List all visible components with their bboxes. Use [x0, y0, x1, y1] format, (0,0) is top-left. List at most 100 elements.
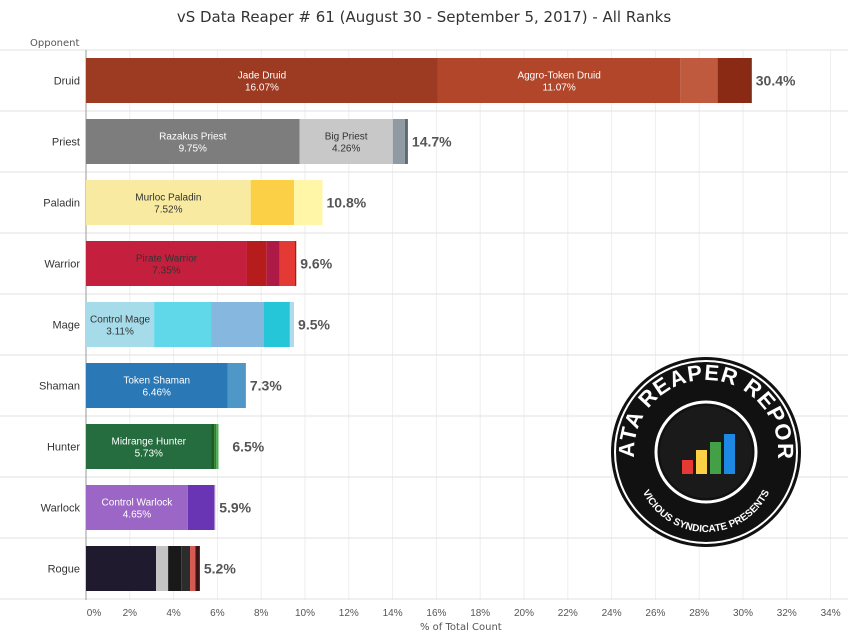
bar-segment — [168, 546, 182, 591]
bar-total-label: 6.5% — [232, 439, 264, 455]
bar-segment — [279, 241, 296, 286]
segment-name-label: Token Shaman — [123, 376, 190, 387]
x-tick-label: 6% — [210, 608, 225, 619]
segment-value-label: 11.07% — [543, 83, 576, 94]
bar-total-label: 30.4% — [756, 73, 796, 89]
watermark-ring-inner — [654, 400, 758, 504]
bar-segment — [680, 58, 718, 103]
bar-segment — [86, 119, 300, 164]
x-tick-label: 14% — [383, 608, 403, 619]
segment-name-label: Aggro-Token Druid — [517, 71, 600, 82]
category-label: Mage — [52, 320, 80, 332]
bar-segment — [266, 241, 280, 286]
bar-segment — [86, 302, 155, 347]
bar-segment — [750, 58, 752, 103]
bar-segment — [211, 424, 215, 469]
x-tick-label: 8% — [254, 608, 269, 619]
segment-name-label: Midrange Hunter — [112, 437, 187, 448]
bar-segment — [437, 58, 681, 103]
bar-segment — [227, 363, 246, 408]
category-label: Warlock — [41, 503, 81, 515]
bar-segment — [246, 241, 267, 286]
bar-segment — [263, 302, 290, 347]
x-tick-label: 34% — [821, 608, 841, 619]
bar-total-label: 5.9% — [219, 500, 251, 516]
bar-segment — [190, 546, 196, 591]
bar-segment — [86, 58, 438, 103]
bar-total-label: 5.2% — [204, 561, 236, 577]
x-tick-label: 10% — [295, 608, 315, 619]
segment-value-label: 7.52% — [154, 205, 182, 216]
bar-segment — [211, 302, 264, 347]
segment-name-label: Pirate Warrior — [136, 254, 198, 265]
bar-segment — [86, 241, 247, 286]
bar-total-label: 7.3% — [250, 378, 282, 394]
category-label: Rogue — [48, 564, 80, 576]
bar-segment — [717, 58, 751, 103]
category-label: Warrior — [44, 259, 80, 271]
category-label: Druid — [54, 76, 80, 88]
watermark-icon-bar — [724, 434, 735, 474]
x-tick-label: 32% — [777, 608, 797, 619]
bar-segment — [214, 485, 216, 530]
x-tick-label: 2% — [123, 608, 138, 619]
category-label: Paladin — [43, 198, 80, 210]
x-tick-label: 18% — [470, 608, 490, 619]
segment-value-label: 6.46% — [143, 388, 171, 399]
bar-segment — [154, 302, 212, 347]
segment-name-label: Control Warlock — [102, 498, 174, 509]
bar-segment — [250, 180, 295, 225]
bar-segment — [214, 424, 217, 469]
bar-segment — [295, 241, 297, 286]
bar-segment — [156, 546, 169, 591]
segment-value-label: 4.26% — [332, 144, 360, 155]
chart-title: vS Data Reaper # 61 (August 30 - Septemb… — [176, 8, 672, 26]
segment-value-label: 16.07% — [245, 83, 279, 94]
x-tick-label: 28% — [689, 608, 709, 619]
x-tick-label: 12% — [339, 608, 359, 619]
x-tick-label: 16% — [426, 608, 446, 619]
x-axis-title-text: % of Total Count — [420, 622, 502, 633]
segment-value-label: 7.35% — [152, 266, 180, 277]
bar-segment — [216, 424, 219, 469]
bar-segment — [187, 485, 215, 530]
bar-segment — [86, 424, 212, 469]
bar-segment — [86, 363, 228, 408]
bar-segment — [404, 119, 408, 164]
category-label: Shaman — [39, 381, 80, 393]
watermark-ring-outer — [614, 360, 798, 544]
x-tick-label: 24% — [602, 608, 622, 619]
watermark-icon-bar — [696, 450, 707, 474]
segment-value-label: 3.11% — [106, 327, 134, 338]
bar-segment — [299, 119, 393, 164]
bar-segment — [86, 546, 157, 591]
segment-name-label: Murloc Paladin — [135, 193, 201, 204]
segment-name-label: Control Mage — [90, 315, 150, 326]
x-tick-label: 22% — [558, 608, 578, 619]
x-tick-label: 30% — [733, 608, 753, 619]
segment-value-label: 4.65% — [123, 510, 151, 521]
bar-segment — [86, 485, 188, 530]
category-label: Hunter — [47, 442, 80, 454]
bar-total-label: 14.7% — [412, 134, 452, 150]
watermark-icon-bar — [682, 460, 693, 474]
x-tick-label: 4% — [166, 608, 181, 619]
bar-segment — [294, 180, 323, 225]
segment-name-label: Razakus Priest — [159, 132, 226, 143]
bar-segment — [86, 180, 251, 225]
x-tick-label: 20% — [514, 608, 534, 619]
bar-total-label: 9.6% — [300, 256, 332, 272]
row-header: Opponent — [30, 38, 80, 49]
x-tick-label: 0% — [87, 608, 102, 619]
segment-value-label: 9.75% — [179, 144, 207, 155]
bar-segment — [392, 119, 405, 164]
bar-segment — [181, 546, 191, 591]
category-label: Priest — [52, 137, 80, 149]
bar-total-label: 9.5% — [298, 317, 330, 333]
segment-name-label: Big Priest — [325, 132, 368, 143]
watermark-icon-bar — [710, 442, 721, 474]
segment-value-label: 5.73% — [135, 449, 163, 460]
bar-segment — [195, 546, 200, 591]
